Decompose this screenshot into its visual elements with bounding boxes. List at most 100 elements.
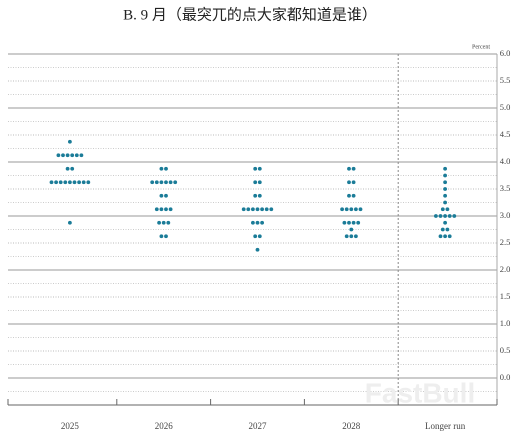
- x-tick-label: 2028: [342, 421, 361, 431]
- dot: [159, 234, 164, 239]
- dot: [157, 220, 162, 225]
- dot: [58, 180, 63, 185]
- dot: [253, 166, 258, 171]
- dot: [168, 207, 173, 212]
- dot: [166, 220, 171, 225]
- dot: [347, 166, 351, 171]
- dot: [440, 227, 445, 232]
- dot: [164, 166, 168, 171]
- dot: [257, 234, 262, 239]
- dot: [253, 234, 258, 239]
- y-axis-label: Percent: [472, 44, 490, 50]
- dot: [63, 180, 68, 185]
- dot: [246, 207, 251, 212]
- dot: [54, 180, 58, 185]
- x-tick-label: Longer run: [425, 421, 466, 431]
- dot: [77, 180, 81, 185]
- dot: [164, 207, 168, 212]
- dot: [447, 214, 452, 218]
- y-tick-label: 6.0: [500, 48, 511, 58]
- y-tick-label: 4.0: [500, 156, 511, 166]
- dot: [438, 214, 443, 218]
- dot: [342, 220, 347, 225]
- dot: [161, 220, 166, 225]
- dot: [443, 187, 447, 191]
- dot: [65, 166, 70, 171]
- dot: [443, 180, 447, 185]
- dot: [164, 180, 168, 185]
- dot: [164, 193, 168, 198]
- y-tick-label: 0.0: [500, 372, 511, 382]
- dot: [255, 247, 260, 252]
- dot: [61, 153, 65, 158]
- dot: [347, 180, 351, 185]
- dot: [351, 220, 356, 225]
- dot: [344, 234, 349, 239]
- dot: [255, 207, 260, 212]
- dot: [154, 180, 159, 185]
- dot: [443, 220, 447, 225]
- dot: [70, 153, 75, 158]
- dot: [347, 193, 351, 198]
- dot: [168, 180, 173, 185]
- dot: [440, 207, 445, 212]
- dot: [264, 207, 269, 212]
- dot: [443, 166, 447, 171]
- dot: [68, 139, 72, 144]
- dot: [150, 180, 155, 185]
- dot: [65, 153, 70, 158]
- y-tick-label: 3.0: [500, 210, 511, 220]
- dot: [351, 193, 356, 198]
- dot: [445, 227, 450, 232]
- dot: [251, 220, 255, 225]
- dot: [79, 153, 84, 158]
- dot: [70, 166, 75, 171]
- dot: [443, 173, 447, 178]
- x-tick-label: 2027: [249, 421, 268, 431]
- dot: [351, 166, 356, 171]
- dot: [253, 193, 258, 198]
- y-tick-label: 4.5: [500, 129, 511, 139]
- dot: [74, 153, 79, 158]
- dot: [443, 200, 447, 205]
- dot: [344, 207, 349, 212]
- dot: [434, 214, 438, 218]
- dot: [81, 180, 86, 185]
- dot: [49, 180, 54, 185]
- dot: [68, 180, 72, 185]
- y-tick-label: 0.5: [500, 345, 511, 355]
- y-tick-label: 3.5: [500, 183, 511, 193]
- dot: [354, 234, 358, 239]
- dot: [443, 193, 447, 198]
- y-tick-label: 5.0: [500, 102, 511, 112]
- x-tick-label: 2026: [155, 421, 174, 431]
- dot: [159, 193, 164, 198]
- dot: [356, 220, 361, 225]
- dot: [349, 227, 354, 232]
- dot: [173, 180, 178, 185]
- dot: [257, 166, 262, 171]
- dot: [340, 207, 344, 212]
- dot: [159, 207, 164, 212]
- dot: [443, 234, 447, 239]
- dot: [347, 220, 351, 225]
- dot: [253, 180, 258, 185]
- y-tick-label: 2.5: [500, 237, 511, 247]
- dot: [452, 214, 457, 218]
- dot: [351, 180, 356, 185]
- dot: [159, 180, 164, 185]
- dot: [349, 207, 354, 212]
- x-tick-label: 2025: [61, 421, 80, 431]
- y-tick-label: 1.0: [500, 318, 511, 328]
- dot: [257, 193, 262, 198]
- dot: [159, 166, 164, 171]
- y-tick-label: 5.5: [500, 75, 511, 85]
- dot: [255, 220, 260, 225]
- watermark: FastBull: [365, 377, 475, 408]
- dot: [56, 153, 61, 158]
- dot: [68, 220, 72, 225]
- dot: [358, 207, 363, 212]
- dot: [241, 207, 246, 212]
- chart-title: B. 9 月（最突兀的点大家都知道是谁）: [123, 6, 377, 23]
